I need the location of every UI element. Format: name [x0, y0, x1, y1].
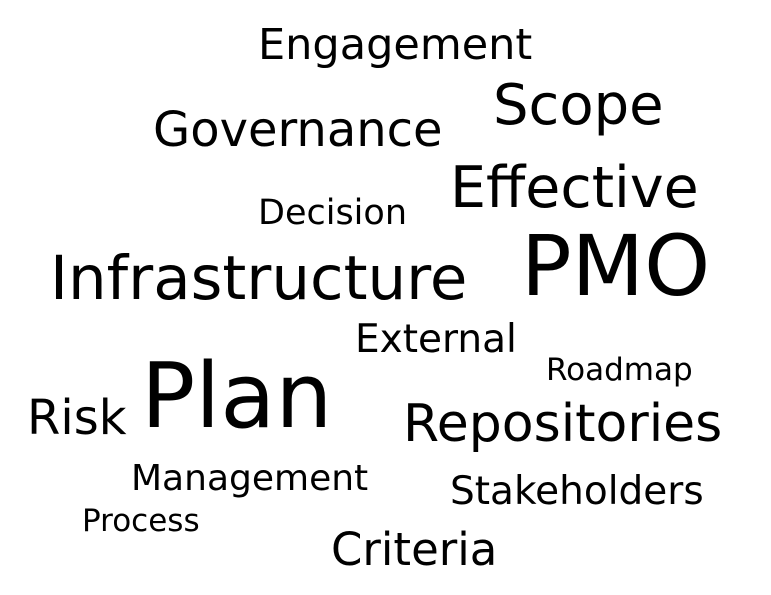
- word-criteria: Criteria: [331, 523, 498, 576]
- word-roadmap: Roadmap: [546, 352, 693, 388]
- word-repositories: Repositories: [403, 394, 723, 454]
- word-effective: Effective: [450, 155, 699, 221]
- word-pmo: PMO: [521, 217, 711, 315]
- word-engagement: Engagement: [258, 20, 533, 70]
- word-stakeholders: Stakeholders: [450, 469, 704, 514]
- word-process: Process: [82, 503, 200, 539]
- word-risk: Risk: [27, 390, 127, 446]
- word-external: External: [355, 317, 517, 362]
- word-scope: Scope: [493, 73, 664, 138]
- word-infrastructure: Infrastructure: [50, 243, 468, 314]
- word-governance: Governance: [153, 102, 443, 158]
- word-decision: Decision: [258, 193, 408, 233]
- word-plan: Plan: [141, 344, 333, 449]
- word-management: Management: [131, 458, 369, 499]
